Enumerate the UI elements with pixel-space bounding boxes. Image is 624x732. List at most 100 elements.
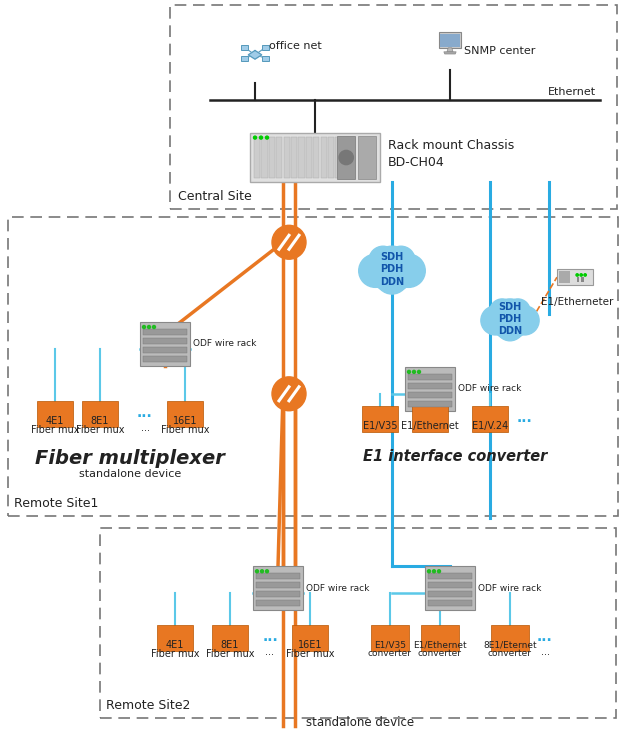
Text: Fiber mux: Fiber mux	[151, 649, 199, 659]
Bar	[8, 217, 618, 517]
Bar	[250, 132, 380, 182]
Bar	[362, 406, 398, 432]
Circle shape	[481, 306, 510, 335]
Text: converter: converter	[368, 649, 412, 658]
Bar	[298, 137, 305, 179]
Circle shape	[490, 299, 514, 324]
Circle shape	[580, 274, 582, 276]
Bar	[261, 137, 268, 179]
Text: Fiber mux: Fiber mux	[206, 649, 254, 659]
Bar	[140, 322, 190, 366]
Text: 16E1: 16E1	[173, 416, 197, 426]
Circle shape	[272, 225, 306, 259]
Circle shape	[265, 136, 268, 139]
Text: E1/Ethernet: E1/Ethernet	[401, 421, 459, 430]
Circle shape	[369, 246, 415, 292]
Circle shape	[376, 262, 408, 294]
Circle shape	[412, 370, 416, 373]
Text: 16E1: 16E1	[298, 640, 322, 650]
Polygon shape	[444, 52, 456, 54]
Text: Ethernet: Ethernet	[548, 86, 596, 97]
Bar	[491, 625, 529, 651]
Bar	[581, 277, 584, 282]
Bar	[269, 137, 275, 179]
Bar	[306, 137, 312, 179]
Bar	[291, 137, 297, 179]
Bar	[254, 137, 260, 179]
Bar	[408, 374, 452, 380]
Bar	[343, 137, 349, 179]
Bar	[408, 383, 452, 389]
Bar	[408, 392, 452, 397]
Bar	[412, 406, 448, 432]
Bar	[472, 406, 508, 432]
Text: ...: ...	[540, 647, 550, 657]
Circle shape	[576, 274, 578, 276]
Text: office net: office net	[269, 41, 322, 51]
Text: ODF wire rack: ODF wire rack	[458, 384, 522, 393]
Circle shape	[359, 254, 392, 288]
Circle shape	[427, 569, 431, 572]
Circle shape	[387, 246, 415, 274]
Circle shape	[260, 136, 263, 139]
Circle shape	[496, 313, 524, 341]
Bar	[143, 338, 187, 344]
Circle shape	[584, 274, 587, 276]
Text: converter: converter	[418, 649, 462, 658]
Bar	[170, 5, 617, 209]
Bar	[292, 625, 328, 651]
Bar	[256, 582, 300, 589]
Text: 4E1: 4E1	[166, 640, 184, 650]
Text: Fiber mux: Fiber mux	[31, 425, 79, 435]
Text: standalone device: standalone device	[79, 468, 181, 479]
Text: Central Site: Central Site	[178, 190, 251, 203]
Text: ...: ...	[537, 630, 553, 644]
Bar	[241, 45, 248, 50]
Text: ODF wire rack: ODF wire rack	[478, 583, 542, 593]
Text: ...: ...	[262, 630, 278, 644]
Circle shape	[417, 370, 421, 373]
Bar	[263, 56, 269, 61]
Bar	[425, 567, 475, 610]
Circle shape	[253, 136, 256, 139]
Bar	[167, 401, 203, 427]
Circle shape	[392, 254, 426, 288]
Text: 8E1: 8E1	[91, 416, 109, 426]
Bar	[143, 356, 187, 362]
Bar	[256, 600, 300, 606]
Text: ...: ...	[137, 406, 153, 419]
Text: 4E1: 4E1	[46, 416, 64, 426]
Circle shape	[339, 150, 353, 165]
Text: 8E1: 8E1	[221, 640, 239, 650]
Text: SDH
PDH
DDN: SDH PDH DDN	[498, 302, 522, 337]
Bar	[283, 137, 290, 179]
Text: Fiber multiplexer: Fiber multiplexer	[35, 449, 225, 468]
Circle shape	[272, 377, 306, 411]
Bar	[157, 625, 193, 651]
Bar	[100, 529, 616, 718]
Text: Fiber mux: Fiber mux	[76, 425, 124, 435]
Circle shape	[260, 569, 263, 572]
Bar	[276, 137, 283, 179]
Bar	[212, 625, 248, 651]
Bar	[439, 32, 461, 48]
Bar	[37, 401, 73, 427]
Text: ...: ...	[516, 411, 532, 425]
Bar	[256, 591, 300, 597]
Bar	[143, 347, 187, 353]
Text: E1/V.24: E1/V.24	[472, 421, 508, 430]
Bar	[421, 625, 459, 651]
Bar	[371, 625, 409, 651]
Bar	[336, 137, 341, 179]
Bar	[143, 329, 187, 335]
Circle shape	[505, 299, 530, 324]
Bar	[441, 34, 460, 47]
Text: Fiber mux: Fiber mux	[286, 649, 334, 659]
Bar	[559, 272, 570, 283]
Circle shape	[432, 569, 436, 572]
Text: Remote Site1: Remote Site1	[14, 498, 99, 510]
Text: ODF wire rack: ODF wire rack	[306, 583, 369, 593]
Bar	[577, 277, 580, 282]
Text: E1/V35: E1/V35	[363, 421, 397, 430]
Bar	[82, 401, 118, 427]
